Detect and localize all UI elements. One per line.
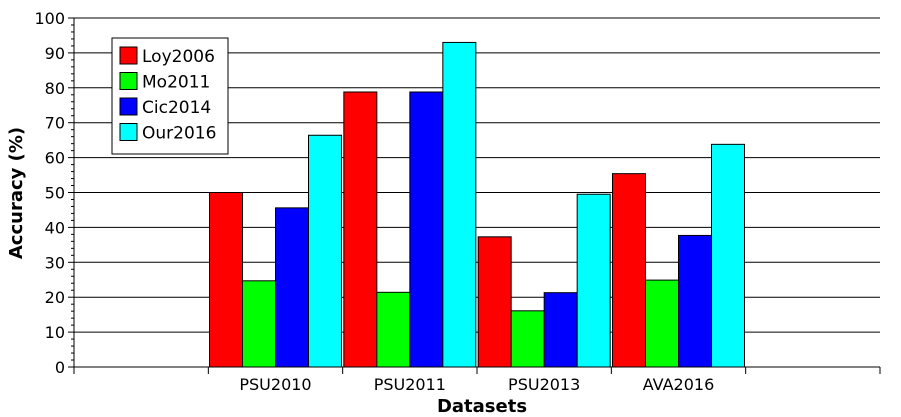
x-tick-label: AVA2016: [643, 375, 715, 394]
legend-swatch-mo2011: [119, 72, 138, 90]
legend-swatch-loy2006: [119, 46, 138, 65]
y-tick-label: 10: [45, 323, 65, 342]
x-tick-labels: PSU2010 PSU2011 PSU2013 AVA2016: [239, 375, 714, 394]
bar-our2016-psu2010: [308, 134, 342, 368]
bar-cic2014-ava2016: [678, 234, 712, 368]
x-tick-label: PSU2013: [508, 375, 580, 394]
bar-cic2014-psu2010: [275, 207, 309, 368]
legend-label-our2016: Our2016: [142, 124, 216, 144]
legend-swatch-our2016: [119, 123, 138, 141]
bar-cic2014-psu2011: [409, 91, 444, 368]
y-tick-label: 100: [34, 9, 65, 28]
bar-cic2014-psu2013: [543, 292, 578, 368]
y-tick-label: 90: [45, 44, 65, 63]
y-axis-title: Accuracy (%): [6, 127, 27, 259]
legend: Loy2006 Mo2011 Cic2014 Our2016: [111, 37, 229, 155]
bar-loy2006-psu2010: [209, 192, 243, 368]
bar-mo2011-ava2016: [645, 279, 679, 368]
legend-label-cic2014: Cic2014: [142, 98, 211, 118]
bar-loy2006-psu2013: [477, 236, 512, 368]
bar-mo2011-psu2013: [510, 310, 545, 368]
y-tick-label: 40: [45, 218, 65, 237]
axes: [68, 17, 881, 374]
x-tick-label: PSU2010: [239, 375, 311, 394]
bar-loy2006-psu2011: [343, 91, 378, 368]
bars: [209, 41, 745, 368]
legend-swatch-cic2014: [119, 97, 138, 116]
bar-mo2011-psu2011: [376, 291, 411, 368]
bar-mo2011-psu2010: [242, 280, 276, 368]
bar-loy2006-ava2016: [612, 173, 646, 368]
y-tick-labels: 0 10 20 30 40 50 60 70 80 90 100: [34, 9, 65, 377]
bar-our2016-ava2016: [711, 143, 745, 368]
y-tick-label: 60: [45, 149, 65, 168]
bar-our2016-psu2013: [576, 193, 611, 368]
x-axis-title: Datasets: [437, 396, 527, 417]
y-tick-label: 0: [55, 358, 65, 377]
y-tick-label: 80: [45, 79, 65, 98]
y-tick-label: 30: [45, 253, 65, 272]
y-tick-label: 20: [45, 288, 65, 307]
bar-our2016-psu2011: [442, 41, 477, 368]
legend-label-mo2011: Mo2011: [142, 73, 210, 93]
legend-label-loy2006: Loy2006: [142, 47, 215, 67]
y-tick-label: 70: [45, 114, 65, 133]
x-tick-label: PSU2011: [374, 375, 446, 394]
y-tick-label: 50: [45, 184, 65, 203]
